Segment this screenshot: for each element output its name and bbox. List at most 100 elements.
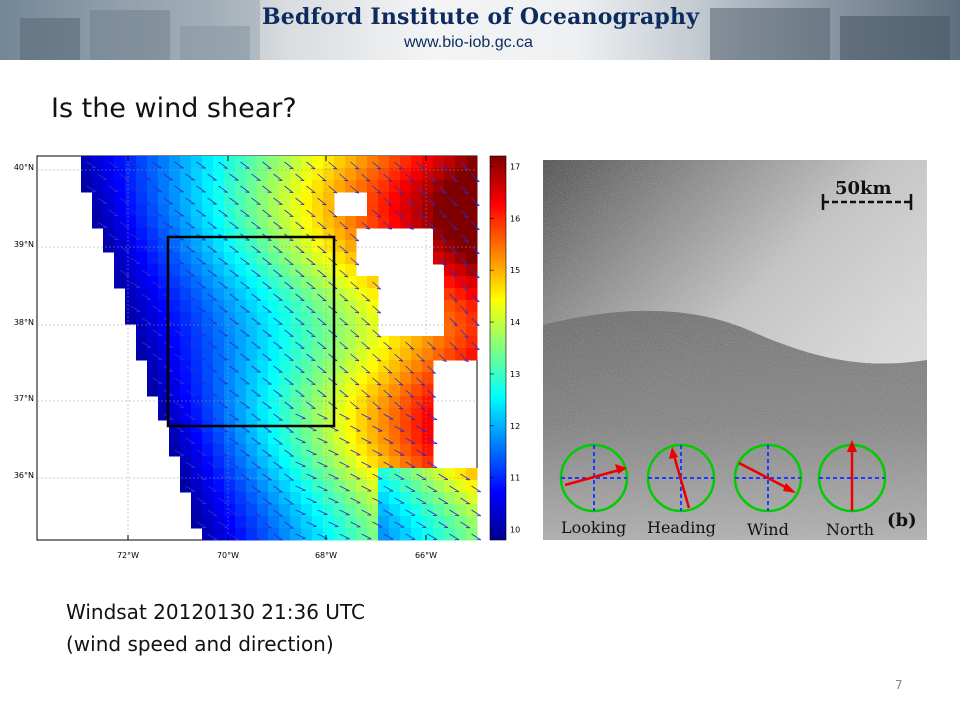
grid-cell <box>268 228 280 241</box>
wind-arrow <box>229 509 240 517</box>
wind-arrow-head <box>344 371 349 374</box>
grid-cell <box>279 264 291 277</box>
wind-arrow-head <box>365 227 370 230</box>
grid-cell <box>345 408 357 421</box>
wind-arrow <box>218 473 229 481</box>
wind-arrow <box>251 413 261 421</box>
grid-cell <box>312 468 324 481</box>
wind-arrow <box>207 437 218 445</box>
grid-cell <box>389 408 401 421</box>
wind-arrow <box>251 509 261 517</box>
grid-cell <box>367 408 379 421</box>
wind-arrow <box>295 413 306 419</box>
grid-cell <box>345 336 357 349</box>
grid-cell <box>246 516 258 529</box>
wind-arrow <box>262 185 272 193</box>
wind-arrow <box>361 485 372 492</box>
wind-arrow <box>317 413 328 420</box>
grid-cell <box>158 180 170 193</box>
colorbar-tick-label: 16 <box>510 214 520 223</box>
grid-cell <box>213 360 225 373</box>
wind-arrow <box>339 485 350 492</box>
grid-cell <box>378 516 390 529</box>
wind-arrow <box>405 485 416 492</box>
grid-cell <box>114 180 126 193</box>
grid-cell <box>411 192 423 205</box>
wind-arrow <box>240 449 250 457</box>
grid-cell <box>455 312 467 325</box>
grid-cell <box>279 192 291 205</box>
wind-arrow <box>350 305 360 314</box>
wind-arrow-head <box>453 300 458 302</box>
wind-arrow <box>251 317 261 325</box>
wind-arrow-head <box>475 180 480 183</box>
wind-arrow-head <box>322 347 327 350</box>
wind-arrow <box>218 377 228 385</box>
wind-arrow <box>427 389 436 398</box>
wind-arrow-head <box>322 323 327 326</box>
wind-arrow-head <box>365 179 370 182</box>
grid-cell <box>411 360 423 373</box>
wind-arrow <box>317 173 327 182</box>
grid-cell <box>367 360 379 373</box>
wind-arrow <box>152 305 163 313</box>
wind-arrow-head <box>420 216 425 218</box>
wind-arrow <box>394 497 405 504</box>
grid-cell <box>466 252 478 265</box>
wind-arrow <box>372 185 382 194</box>
wind-arrow-head <box>475 228 480 231</box>
grid-cell <box>158 252 170 265</box>
wind-arrow <box>119 245 130 252</box>
grid-cell <box>345 528 357 541</box>
wind-arrow <box>416 521 427 528</box>
wind-arrow <box>185 269 195 277</box>
wind-arrow-head <box>322 179 327 182</box>
wind-arrow-head <box>289 383 294 385</box>
grid-cell <box>279 336 291 349</box>
grid-cell <box>334 444 346 457</box>
panel-label: (b) <box>887 510 917 531</box>
banner-photo-left <box>0 0 260 60</box>
wind-arrow-head <box>376 167 381 170</box>
wind-arrow-head <box>475 252 480 255</box>
grid-cell <box>268 252 280 265</box>
grid-cell <box>301 192 313 205</box>
grid-cell <box>356 396 368 409</box>
wind-arrow <box>185 389 196 397</box>
grid-cell <box>268 276 280 289</box>
wind-arrow <box>284 377 294 385</box>
grid-cell <box>169 216 181 229</box>
grid-cell <box>323 360 335 373</box>
wind-arrow-head <box>278 251 283 253</box>
wind-arrow <box>130 161 141 169</box>
wind-arrow <box>119 173 130 181</box>
wind-arrow <box>361 317 371 326</box>
wind-arrow <box>449 245 458 254</box>
grid-cell <box>202 324 214 337</box>
wind-arrow <box>361 413 372 420</box>
grid-cell <box>345 504 357 517</box>
wind-arrow <box>152 353 163 360</box>
wind-arrow <box>108 161 119 169</box>
wind-arrow-head <box>442 240 447 242</box>
grid-cell <box>290 252 302 265</box>
grid-cell <box>312 252 324 265</box>
grid-cell <box>92 180 104 193</box>
wind-arrow-head <box>409 348 414 350</box>
wind-arrow <box>240 473 250 481</box>
wind-arrow-head <box>300 179 305 182</box>
wind-arrow <box>306 185 316 194</box>
wind-arrow <box>438 473 449 480</box>
grid-cell <box>202 444 214 457</box>
wind-arrow-head <box>344 251 349 254</box>
grid-cell <box>444 276 456 289</box>
grid-cell <box>257 480 269 493</box>
wind-arrow <box>361 437 372 444</box>
wind-arrow <box>427 365 436 374</box>
grid-cell <box>191 360 203 373</box>
grid-cell <box>136 348 148 361</box>
wind-arrow <box>97 173 108 180</box>
wind-arrow <box>284 449 294 457</box>
wind-arrow-head <box>343 179 349 182</box>
lat-label: 38°N <box>14 318 34 327</box>
